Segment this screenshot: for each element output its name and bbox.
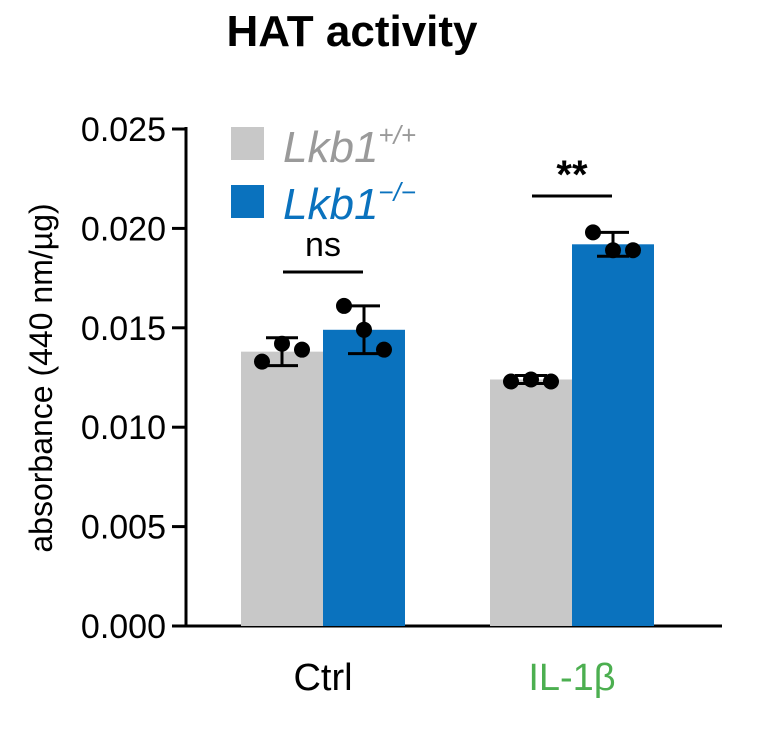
bar (572, 244, 654, 626)
data-point (336, 297, 352, 314)
y-tick-label: 0.015 (81, 310, 166, 348)
chart-title: HAT activity (226, 7, 478, 56)
x-axis: Ctrl IL-1β (186, 624, 722, 699)
y-tick-label: 0.005 (81, 509, 166, 547)
ns-label: ns (305, 226, 341, 264)
data-point (294, 341, 310, 358)
y-tick-label: 0.025 (81, 111, 166, 149)
data-point (503, 373, 519, 390)
data-point (274, 335, 290, 352)
y-axis: 0.000 0.005 0.010 0.015 0.020 0.025 (81, 111, 188, 646)
x-tick-label: Ctrl (293, 657, 352, 699)
significance-annotations: ns ** (283, 153, 612, 274)
data-point (625, 242, 641, 259)
bars (241, 244, 654, 626)
y-axis-label: absorbance (440 nm/µg) (23, 203, 59, 552)
legend-swatch-wildtype (231, 127, 264, 160)
bar (241, 351, 323, 626)
data-point (254, 353, 270, 370)
bar (323, 329, 405, 626)
y-tick-label: 0.010 (81, 409, 166, 447)
y-tick-label: 0.000 (81, 608, 166, 646)
data-point (376, 341, 392, 358)
x-tick-label: IL-1β (528, 657, 615, 699)
data-point (543, 373, 559, 390)
y-tick-label: 0.020 (81, 210, 166, 248)
data-point (605, 242, 621, 259)
legend: Lkb1+/+ Lkb1−/− (231, 120, 416, 229)
legend-swatch-knockout (231, 185, 264, 218)
bar (490, 379, 572, 626)
data-points (254, 224, 641, 390)
data-point (523, 371, 539, 388)
legend-label-wildtype: Lkb1+/+ (283, 120, 416, 172)
data-point (585, 224, 601, 241)
significance-label: ** (556, 153, 588, 197)
legend-label-knockout: Lkb1−/− (283, 177, 416, 229)
data-point (356, 321, 372, 338)
